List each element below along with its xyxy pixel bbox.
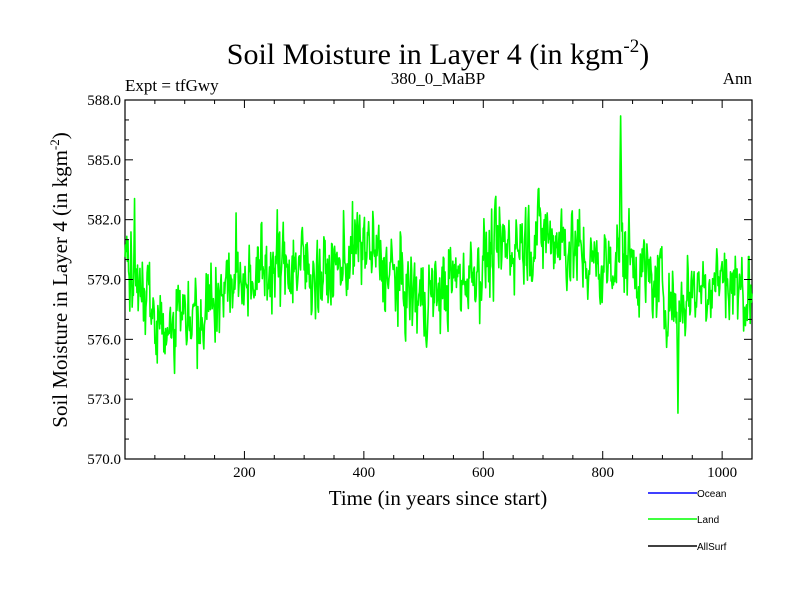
y-tick-label: 570.0 xyxy=(87,452,121,468)
series-line-land xyxy=(124,115,753,414)
y-tick-label: 579.0 xyxy=(87,273,121,289)
y-axis-label-superscript: -2 xyxy=(47,139,62,150)
x-axis-label: Time (in years since start) xyxy=(329,486,548,510)
legend-label-allsurf: AllSurf xyxy=(697,542,727,553)
y-tick-label: 576.0 xyxy=(87,332,121,348)
legend-item-allsurf: AllSurf xyxy=(648,542,727,553)
legend-item-ocean: Ocean xyxy=(648,489,726,500)
y-tick-label: 585.0 xyxy=(87,153,121,169)
y-tick-label: 573.0 xyxy=(87,392,121,408)
subtitle-right: Ann xyxy=(723,69,753,88)
x-tick-label: 800 xyxy=(591,465,614,481)
y-axis-label: Soil Moisture in Layer 4 (in kgm-2) xyxy=(47,132,72,427)
chart-title: Soil Moisture in Layer 4 (in kgm-2) xyxy=(227,36,649,71)
legend-item-land: Land xyxy=(648,515,719,526)
y-tick-label: 582.0 xyxy=(87,213,121,229)
legend-label-ocean: Ocean xyxy=(697,489,726,500)
legend: Ocean Land AllSurf xyxy=(648,489,727,553)
legend-label-land: Land xyxy=(697,515,719,526)
axis-layer: 200 400 600 800 1000 570.0 573.0 576.0 579.0 582.… xyxy=(87,93,752,481)
x-tick-label: 600 xyxy=(472,465,495,481)
x-tick-label: 200 xyxy=(233,465,256,481)
chart-title-superscript: -2 xyxy=(623,36,639,57)
subtitle-center: 380_0_MaBP xyxy=(391,69,485,88)
x-tick-label: 400 xyxy=(353,465,376,481)
subtitle-left: Expt = tfGwy xyxy=(125,76,219,95)
series-layer xyxy=(124,115,753,414)
y-tick-label: 588.0 xyxy=(87,93,121,109)
x-tick-label: 1000 xyxy=(707,465,737,481)
